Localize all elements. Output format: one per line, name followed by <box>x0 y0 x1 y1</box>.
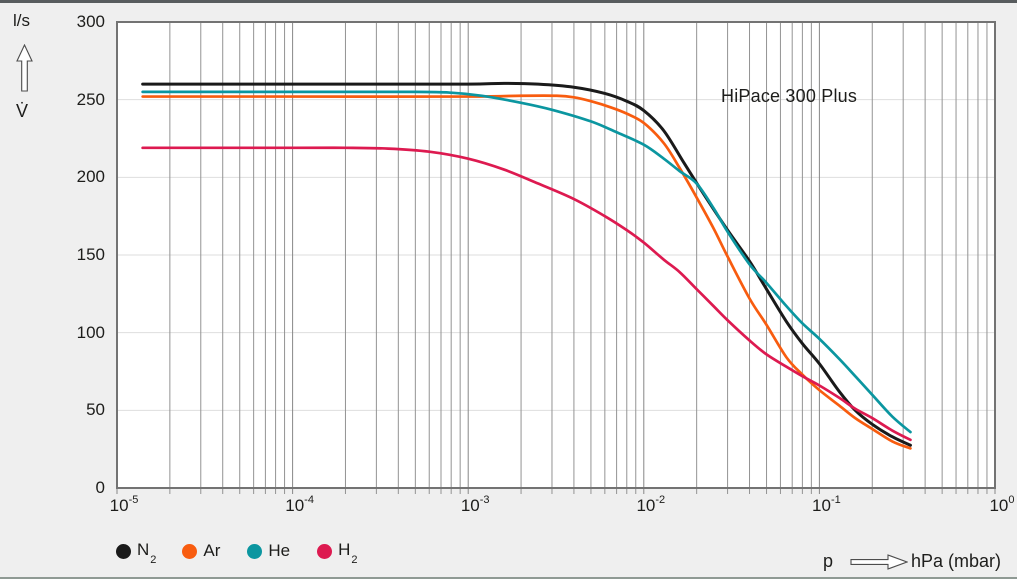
bottom-border <box>0 577 1017 579</box>
top-border <box>0 0 1017 3</box>
x-tick-label: 10-5 <box>109 494 139 515</box>
y-tick-label: 250 <box>76 89 105 109</box>
plot-frame <box>116 21 996 489</box>
x-tick-label: 10-1 <box>812 494 841 515</box>
chart-title: HiPace 300 Plus <box>721 86 858 106</box>
legend-item-N2: N2 <box>116 540 157 567</box>
y-axis-unit-label: l/s <box>13 11 30 30</box>
y-tick-label: 150 <box>76 245 105 264</box>
legend-item-He: He <box>247 541 290 561</box>
legend-item-H2: H2 <box>317 540 358 567</box>
y-axis-up-arrow-icon <box>16 44 33 92</box>
x-tick-label: 10-4 <box>285 494 314 515</box>
x-axis-label: p hPa (mbar) <box>823 551 1001 572</box>
legend-item-Ar: Ar <box>182 541 220 561</box>
legend-dot-N2 <box>116 543 131 559</box>
y-tick-label: 200 <box>76 167 105 187</box>
legend-label-Ar: Ar <box>203 541 221 561</box>
legend-label-H2: H2 <box>338 540 358 567</box>
legend: N2 Ar He H2 <box>116 540 358 567</box>
legend-dot-Ar <box>182 543 198 559</box>
plot-area: HiPace 300 Plus <box>116 21 996 494</box>
x-axis-symbol: p <box>822 551 833 571</box>
y-tick-label: 0 <box>95 478 105 497</box>
legend-dot-H2 <box>317 543 333 559</box>
curve-H2 <box>141 146 912 442</box>
y-tick-label: 50 <box>86 400 105 420</box>
y-tick-label: 100 <box>76 322 105 342</box>
x-axis-right-arrow-icon <box>850 553 908 570</box>
legend-label-N2: N2 <box>137 540 157 567</box>
legend-label-He: He <box>268 541 291 561</box>
y-axis-quantity-label: V̇ <box>16 101 29 121</box>
curve-He <box>141 90 912 434</box>
x-axis-unit-label: hPa (mbar) <box>910 551 1001 571</box>
chart-canvas <box>116 21 996 494</box>
x-tick-label: 10-2 <box>636 494 666 515</box>
x-tick-label: 10-3 <box>460 494 490 515</box>
legend-dot-He <box>247 543 263 559</box>
y-tick-label: 300 <box>76 12 105 31</box>
curve-N2 <box>141 81 912 447</box>
x-tick-label: 100 <box>989 494 1015 515</box>
curve-Ar <box>141 94 912 450</box>
